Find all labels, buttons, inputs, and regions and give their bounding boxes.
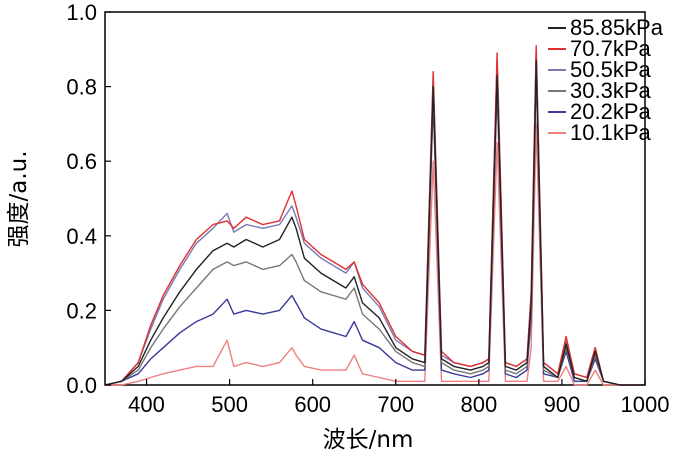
y-tick-label: 0.6 [66,149,97,174]
y-tick-label: 1.0 [66,0,97,25]
y-axis: 0.0 0.2 0.4 0.6 0.8 1.0 [66,0,111,398]
x-axis-title: 波长/nm [323,427,414,453]
x-axis: 400 500 600 700 800 900 1000 [128,379,669,417]
series-line-85.85kPa [104,59,645,386]
series-line-20.2kPa [104,70,645,386]
x-tick-label: 800 [460,392,497,417]
y-tick-label: 0.0 [66,373,97,398]
legend-label: 50.5kPa [570,57,651,82]
x-tick-label: 400 [128,392,165,417]
x-tick-label: 900 [544,392,581,417]
legend-label: 30.3kPa [570,78,651,103]
legend: 85.85kPa70.7kPa50.5kPa30.3kPa20.2kPa10.1… [548,15,664,145]
x-tick-label: 1000 [621,392,670,417]
x-tick-label: 600 [294,392,331,417]
y-axis-title: 强度/a.u. [6,150,32,247]
legend-label: 20.2kPa [570,99,651,124]
legend-label: 70.7kPa [570,36,651,61]
series-line-70.7kPa [104,44,645,386]
series-line-10.1kPa [105,123,645,386]
legend-label: 85.85kPa [570,15,664,40]
y-tick-label: 0.4 [66,224,97,249]
x-tick-label: 700 [377,392,414,417]
y-tick-label: 0.2 [66,298,97,323]
y-tick-label: 0.8 [66,75,97,100]
series-line-30.3kPa [104,63,645,386]
legend-label: 10.1kPa [570,120,651,145]
x-tick-label: 500 [211,392,248,417]
series-layer [104,44,645,386]
